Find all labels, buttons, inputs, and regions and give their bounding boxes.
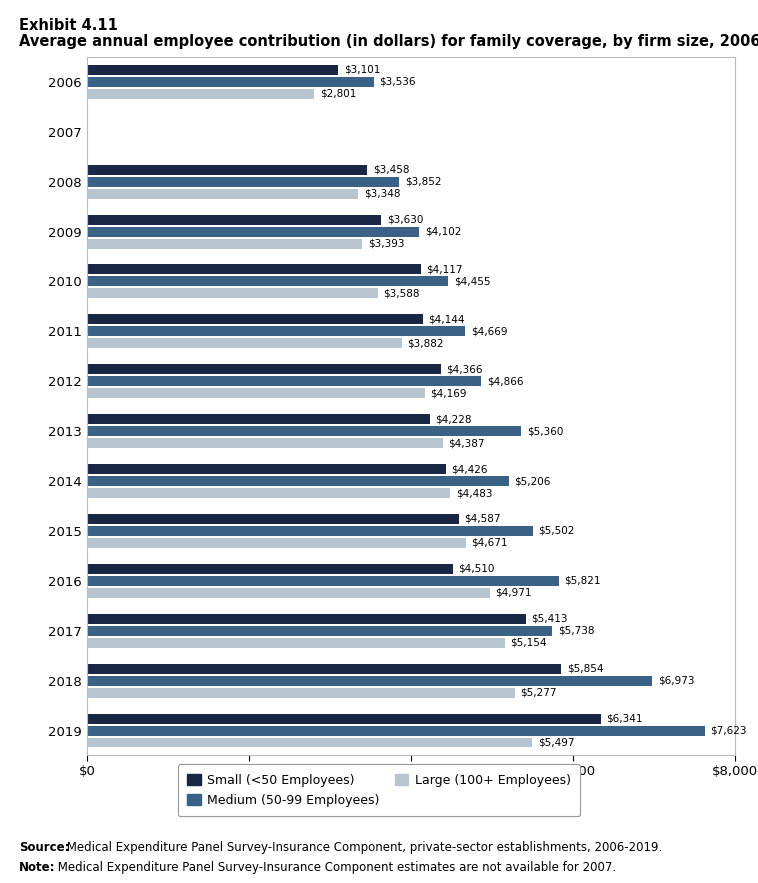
Text: $4,510: $4,510 (458, 564, 494, 574)
Bar (87, 365, 441, 374)
Text: $3,458: $3,458 (373, 164, 409, 175)
Text: Exhibit 4.11: Exhibit 4.11 (19, 18, 117, 33)
Bar (87, 664, 562, 674)
Text: $4,144: $4,144 (428, 314, 465, 324)
Text: $3,536: $3,536 (379, 77, 416, 87)
Text: $4,228: $4,228 (435, 414, 472, 424)
Bar (87, 638, 505, 648)
Bar (87, 276, 448, 286)
Text: $6,973: $6,973 (658, 675, 694, 685)
Bar (87, 614, 526, 623)
Text: $5,502: $5,502 (539, 526, 575, 536)
Text: $3,630: $3,630 (387, 215, 423, 224)
Text: $2,801: $2,801 (320, 89, 356, 99)
Text: $3,852: $3,852 (405, 177, 441, 186)
Text: $6,341: $6,341 (606, 713, 643, 723)
Bar (87, 215, 381, 224)
Text: $4,426: $4,426 (452, 464, 488, 474)
Bar (87, 338, 402, 348)
Text: Medical Expenditure Panel Survey-Insurance Component estimates are not available: Medical Expenditure Panel Survey-Insuran… (54, 861, 616, 874)
Text: Average annual employee contribution (in dollars) for family coverage, by firm s: Average annual employee contribution (in… (19, 34, 758, 49)
Bar (87, 227, 419, 237)
Text: $5,738: $5,738 (558, 626, 594, 636)
Text: Note:: Note: (19, 861, 55, 874)
Bar (87, 713, 601, 723)
Bar (87, 688, 515, 698)
Bar (87, 289, 377, 298)
Text: $5,821: $5,821 (565, 576, 601, 585)
Bar (87, 476, 509, 486)
Text: $4,483: $4,483 (456, 488, 493, 498)
Bar (87, 327, 465, 336)
Bar (87, 238, 362, 248)
Bar (87, 564, 453, 574)
Text: $3,393: $3,393 (368, 238, 404, 248)
Bar (87, 314, 423, 324)
Bar (87, 726, 705, 736)
Bar (87, 414, 430, 424)
Text: Source:: Source: (19, 841, 70, 854)
Text: $4,587: $4,587 (465, 514, 501, 524)
Bar (87, 64, 338, 75)
Bar (87, 426, 522, 436)
Bar (87, 675, 652, 685)
Bar (87, 189, 359, 199)
Bar (87, 265, 421, 275)
Text: $4,455: $4,455 (454, 276, 490, 286)
Bar (87, 526, 533, 536)
Bar (87, 177, 399, 186)
Text: $4,669: $4,669 (471, 327, 508, 336)
Bar (87, 626, 552, 636)
Bar (87, 588, 490, 598)
Bar (87, 464, 446, 474)
Text: $5,277: $5,277 (520, 688, 557, 698)
Bar (87, 488, 450, 498)
Text: $3,882: $3,882 (407, 338, 444, 348)
Text: $4,117: $4,117 (426, 265, 463, 275)
Text: $7,623: $7,623 (710, 726, 747, 736)
Text: $4,366: $4,366 (446, 365, 483, 374)
Text: $4,971: $4,971 (496, 588, 532, 598)
Text: $5,206: $5,206 (515, 476, 551, 486)
Text: $5,360: $5,360 (527, 426, 563, 436)
Bar (87, 538, 465, 547)
Bar (87, 576, 559, 585)
Text: $3,101: $3,101 (344, 64, 381, 75)
Text: $4,671: $4,671 (471, 538, 508, 547)
Text: $5,854: $5,854 (567, 664, 603, 674)
Text: $5,154: $5,154 (510, 638, 547, 648)
Text: $4,169: $4,169 (431, 389, 467, 398)
Text: $4,866: $4,866 (487, 376, 524, 386)
Bar (87, 737, 532, 748)
Bar (87, 514, 459, 524)
Bar (87, 389, 425, 398)
Bar (87, 438, 443, 448)
Text: $3,348: $3,348 (364, 189, 400, 199)
Text: $3,588: $3,588 (384, 289, 420, 298)
Bar (87, 376, 481, 386)
Bar (87, 164, 368, 175)
Text: Medical Expenditure Panel Survey-Insurance Component, private-sector establishme: Medical Expenditure Panel Survey-Insuran… (63, 841, 662, 854)
Bar (87, 89, 314, 99)
Text: $5,497: $5,497 (538, 737, 575, 748)
Text: $4,387: $4,387 (448, 438, 484, 448)
Bar (87, 77, 374, 87)
Legend: Small (<50 Employees), Medium (50-99 Employees), Large (100+ Employees): Small (<50 Employees), Medium (50-99 Emp… (178, 765, 580, 816)
Text: $4,102: $4,102 (425, 227, 462, 237)
Text: $5,413: $5,413 (531, 614, 568, 623)
